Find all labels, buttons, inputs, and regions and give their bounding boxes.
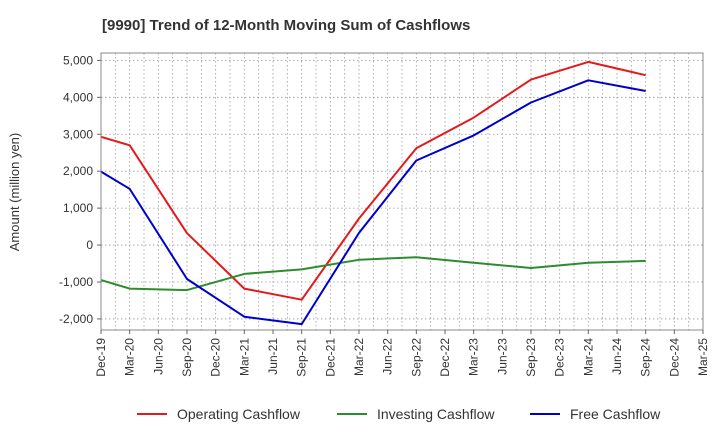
legend-label-investing-cashflow: Investing Cashflow xyxy=(377,406,495,422)
x-tick-label: Mar-21 xyxy=(237,338,251,376)
x-tick-label: Dec-19 xyxy=(94,338,108,377)
x-tick-label: Sep-21 xyxy=(295,338,309,377)
x-tick-label: Mar-25 xyxy=(696,338,710,376)
legend-label-operating-cashflow: Operating Cashflow xyxy=(177,406,301,422)
x-tick-label: Sep-22 xyxy=(409,338,423,377)
x-tick-label: Dec-21 xyxy=(323,338,337,377)
y-tick-label: 4,000 xyxy=(63,90,93,104)
x-tick-label: Sep-20 xyxy=(180,338,194,377)
x-tick-label: Mar-22 xyxy=(352,338,366,376)
investing-cashflow-line xyxy=(100,256,646,292)
y-ticks: -2,000 -1,000 0 1,000 2,000 3,000 4,000 5,000 xyxy=(59,53,101,326)
y-tick-label: 3,000 xyxy=(63,127,93,141)
y-axis-label: Amount (million yen) xyxy=(7,133,22,252)
x-tick-label: Jun-22 xyxy=(381,338,395,375)
x-tick-label: Sep-23 xyxy=(524,338,538,377)
x-tick-label: Dec-20 xyxy=(209,338,223,377)
x-tick-label: Jun-21 xyxy=(266,338,280,375)
series-lines xyxy=(100,60,646,326)
plot-frame xyxy=(100,52,704,331)
y-tick-label: 2,000 xyxy=(63,164,93,178)
x-tick-label: Jun-20 xyxy=(151,338,165,375)
y-tick-label: -1,000 xyxy=(59,275,93,289)
x-tick-label: Jun-24 xyxy=(610,338,624,375)
x-tick-label: Mar-23 xyxy=(467,338,481,376)
operating-cashflow-line xyxy=(100,60,646,301)
legend-label-free-cashflow: Free Cashflow xyxy=(570,406,661,422)
legend: Operating Cashflow Investing Cashflow Free… xyxy=(137,406,661,422)
chart-title: [9990] Trend of 12-Month Moving Sum of C… xyxy=(102,17,470,34)
x-tick-label: Jun-23 xyxy=(495,338,509,375)
x-ticks: Dec-19 Mar-20 Jun-20 Sep-20 Dec-20 Mar-21 Jun-… xyxy=(94,330,710,377)
x-tick-label: Mar-20 xyxy=(123,338,137,376)
x-tick-label: Dec-23 xyxy=(553,338,567,377)
x-tick-label: Sep-24 xyxy=(639,338,653,377)
y-tick-label: 0 xyxy=(86,238,93,252)
x-tick-label: Mar-24 xyxy=(581,338,595,376)
x-tick-label: Dec-24 xyxy=(667,338,681,377)
y-tick-label: -2,000 xyxy=(59,312,93,326)
y-tick-label: 1,000 xyxy=(63,201,93,215)
x-tick-label: Dec-22 xyxy=(438,338,452,377)
free-cashflow-line xyxy=(100,79,646,326)
y-tick-label: 5,000 xyxy=(63,53,93,67)
grid xyxy=(101,53,703,330)
